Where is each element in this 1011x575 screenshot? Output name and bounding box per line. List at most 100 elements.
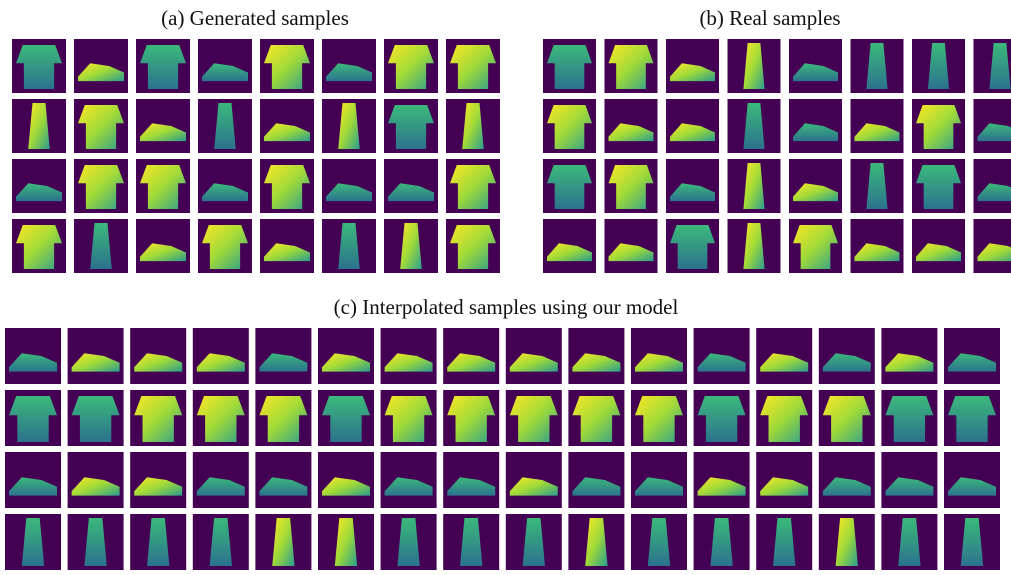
sample-image (5, 514, 61, 570)
sample-image (5, 390, 61, 446)
sample-image (974, 39, 1011, 93)
sample-image (12, 219, 66, 273)
sample-image (5, 452, 61, 508)
sample-image (605, 39, 658, 93)
sample-image (944, 514, 1000, 570)
sample-image (260, 39, 314, 93)
sample-image (756, 452, 812, 508)
sample-image (631, 452, 687, 508)
sample-image (568, 328, 624, 384)
sample-image (130, 390, 186, 446)
sample-image (605, 219, 658, 273)
sample-image (12, 99, 66, 153)
sample-image (728, 99, 781, 153)
sample-image (974, 219, 1011, 273)
sample-image (130, 452, 186, 508)
sample-image (568, 452, 624, 508)
sample-image (631, 514, 687, 570)
sample-image (193, 328, 249, 384)
caption: (c) Interpolated samples using our model (334, 295, 679, 319)
sample-image (446, 39, 500, 93)
sample-image (68, 390, 124, 446)
sample-image (851, 159, 904, 213)
sample-image (568, 514, 624, 570)
sample-image (728, 39, 781, 93)
sample-image (605, 99, 658, 153)
sample-image (443, 328, 499, 384)
sample-image (789, 219, 842, 273)
sample-image (631, 328, 687, 384)
sample-image (506, 452, 562, 508)
sample-image (819, 390, 875, 446)
sample-image (568, 390, 624, 446)
sample-image (12, 39, 66, 93)
sample-image (694, 328, 750, 384)
sample-image (68, 328, 124, 384)
sample-image (944, 452, 1000, 508)
sample-image (136, 159, 190, 213)
sample-image (381, 328, 437, 384)
sample-image (443, 514, 499, 570)
sample-image (130, 514, 186, 570)
sample-image (198, 219, 252, 273)
sample-image (756, 390, 812, 446)
sample-image (944, 328, 1000, 384)
sample-image (851, 219, 904, 273)
sample-image (193, 390, 249, 446)
sample-image (255, 328, 311, 384)
sample-image (851, 99, 904, 153)
sample-image (631, 390, 687, 446)
sample-image (12, 159, 66, 213)
sample-image (912, 159, 965, 213)
sample-image (381, 452, 437, 508)
sample-image (851, 39, 904, 93)
sample-image (789, 99, 842, 153)
sample-image (912, 219, 965, 273)
sample-image (506, 390, 562, 446)
sample-image (666, 39, 719, 93)
sample-image (68, 514, 124, 570)
sample-image (136, 39, 190, 93)
sample-image (789, 39, 842, 93)
sample-image (974, 159, 1011, 213)
sample-image (193, 514, 249, 570)
sample-image (605, 159, 658, 213)
sample-image (666, 219, 719, 273)
sample-image (446, 99, 500, 153)
sample-image (881, 390, 937, 446)
sample-image (384, 39, 438, 93)
sample-image (446, 219, 500, 273)
sample-image (318, 452, 374, 508)
sample-image (136, 219, 190, 273)
sample-image (322, 159, 376, 213)
sample-image (756, 514, 812, 570)
sample-image (944, 390, 1000, 446)
sample-image (443, 390, 499, 446)
sample-image (443, 452, 499, 508)
sample-image (255, 452, 311, 508)
sample-image (260, 99, 314, 153)
sample-image (384, 219, 438, 273)
sample-image (322, 99, 376, 153)
sample-image (881, 328, 937, 384)
sample-image (912, 99, 965, 153)
sample-image (506, 328, 562, 384)
sample-image (819, 452, 875, 508)
sample-image (318, 328, 374, 384)
sample-image (819, 514, 875, 570)
sample-image (543, 219, 596, 273)
sample-image (756, 328, 812, 384)
sample-image (384, 99, 438, 153)
figure: (a) Generated samples (b) Real samples (… (0, 0, 1011, 575)
sample-image (74, 39, 128, 93)
sample-image (381, 514, 437, 570)
sample-image (789, 159, 842, 213)
sample-image (666, 159, 719, 213)
sample-image (260, 159, 314, 213)
sample-image (728, 219, 781, 273)
sample-image (694, 514, 750, 570)
sample-image (974, 99, 1011, 153)
caption: (a) Generated samples (161, 6, 349, 30)
sample-image (322, 219, 376, 273)
sample-image (694, 452, 750, 508)
